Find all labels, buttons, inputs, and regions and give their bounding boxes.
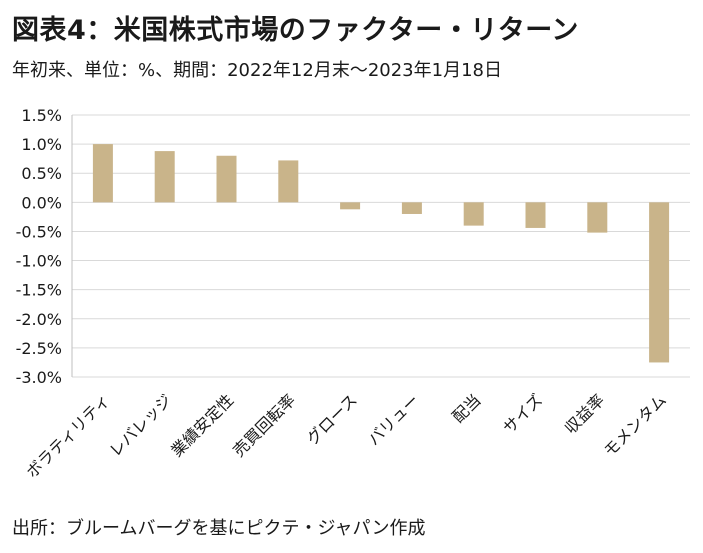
y-tick-label: -1.0%	[16, 252, 62, 271]
bar-9	[587, 202, 608, 233]
x-category-label: バリュー	[364, 390, 423, 449]
y-tick-label: 0.0%	[21, 193, 62, 212]
x-category-label: グロース	[303, 390, 361, 448]
y-tick-label: -3.0%	[16, 368, 62, 387]
bar-8	[525, 202, 546, 228]
x-category-label: 売買回転率	[229, 390, 299, 460]
source-note: 出所：ブルームバーグを基にピクテ・ジャパン作成	[12, 518, 426, 539]
bar-10	[649, 202, 670, 363]
bar-6	[401, 202, 422, 214]
y-tick-label: 0.5%	[21, 164, 62, 183]
bar-3	[216, 155, 237, 203]
bar-chart: 1.5% 1.0% 0.5% 0.0% -0.5% -1.0% -1.5% -2.0% -2.5…	[16, 106, 690, 482]
x-category-label: 業績安定性	[167, 390, 237, 460]
x-category-label: 配当	[448, 390, 484, 426]
y-tick-label: -1.5%	[16, 281, 62, 300]
x-category-label: モメンタム	[600, 390, 670, 460]
bar-2	[154, 151, 175, 203]
x-category-label: サイズ	[499, 390, 546, 437]
grid-lines	[72, 114, 690, 378]
chart-title: 図表4：米国株式市場のファクター・リターン	[12, 15, 579, 46]
y-tick-label: -2.0%	[16, 310, 62, 329]
chart-subtitle: 年初来、単位：%、期間：2022年12月末～2023年1月18日	[12, 60, 502, 81]
bars	[92, 144, 670, 363]
y-tick-label: 1.0%	[21, 135, 62, 154]
x-category-label: 収益率	[561, 390, 608, 437]
bar-1	[92, 144, 113, 203]
x-category-label: ボラティリティ	[22, 390, 113, 481]
y-tick-label: 1.5%	[21, 106, 62, 125]
bar-5	[340, 202, 361, 210]
y-tick-label: -2.5%	[16, 339, 62, 358]
y-axis: 1.5% 1.0% 0.5% 0.0% -0.5% -1.0% -1.5% -2.0% -2.5…	[16, 106, 73, 387]
y-tick-label: -0.5%	[16, 222, 62, 241]
x-category-label: レバレッジ	[106, 390, 176, 460]
bar-7	[463, 202, 484, 226]
bar-4	[278, 160, 299, 203]
